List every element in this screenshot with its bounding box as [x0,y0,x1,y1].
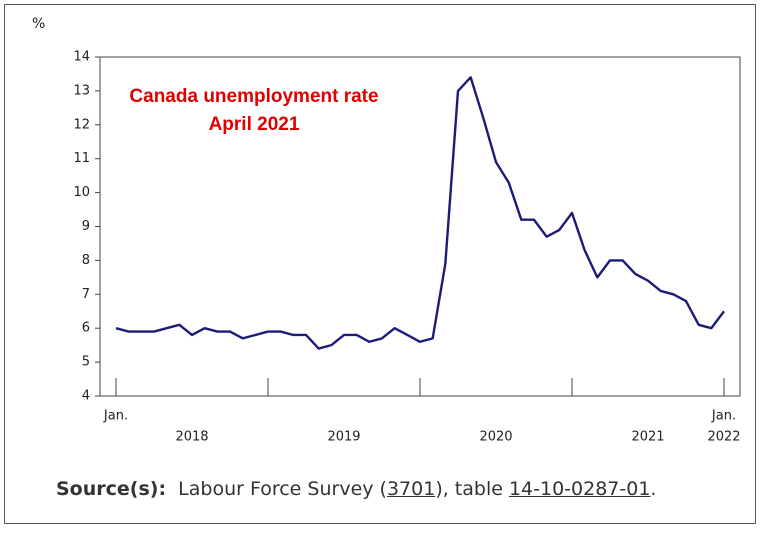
link[interactable]: 3701 [386,478,436,500]
y-tick-label: 4 [82,389,90,404]
x-tick-label: 2022 [707,430,740,445]
x-tick-label: Jan. [103,409,128,424]
plot-frame [99,56,741,397]
x-tick-label: 2019 [327,430,360,445]
x-tick-label: 2021 [631,430,664,445]
y-tick-label: 14 [73,50,90,65]
y-unit: % [32,16,45,32]
source: Source(s): Labour Force Survey (3701), t… [56,478,656,500]
y-tick-label: 13 [73,83,90,98]
link[interactable]: 14-10-0287-01 [508,478,651,500]
y-tick-label: 7 [82,287,90,302]
y-tick-label: 12 [73,117,90,132]
chart-title: Canada unemployment rate [129,86,378,107]
source-text: Labour Force Survey ( [178,478,387,500]
y-tick-label: 6 [82,321,90,336]
frame [4,4,756,524]
y-tick-label: 11 [73,151,90,166]
y-tick-label: 5 [82,355,90,370]
source-label: Source(s): [56,478,167,500]
x-tick-label: 2020 [479,430,512,445]
source-text: ), table [435,478,509,500]
data-line [115,76,725,350]
y-tick-label: 8 [82,253,90,268]
chart-title: April 2021 [209,114,300,135]
x-tick-label: 2018 [175,430,208,445]
y-tick-label: 9 [82,219,90,234]
x-tick-label: Jan. [711,409,736,424]
source-text: . [650,478,657,500]
y-tick-label: 10 [73,185,90,200]
